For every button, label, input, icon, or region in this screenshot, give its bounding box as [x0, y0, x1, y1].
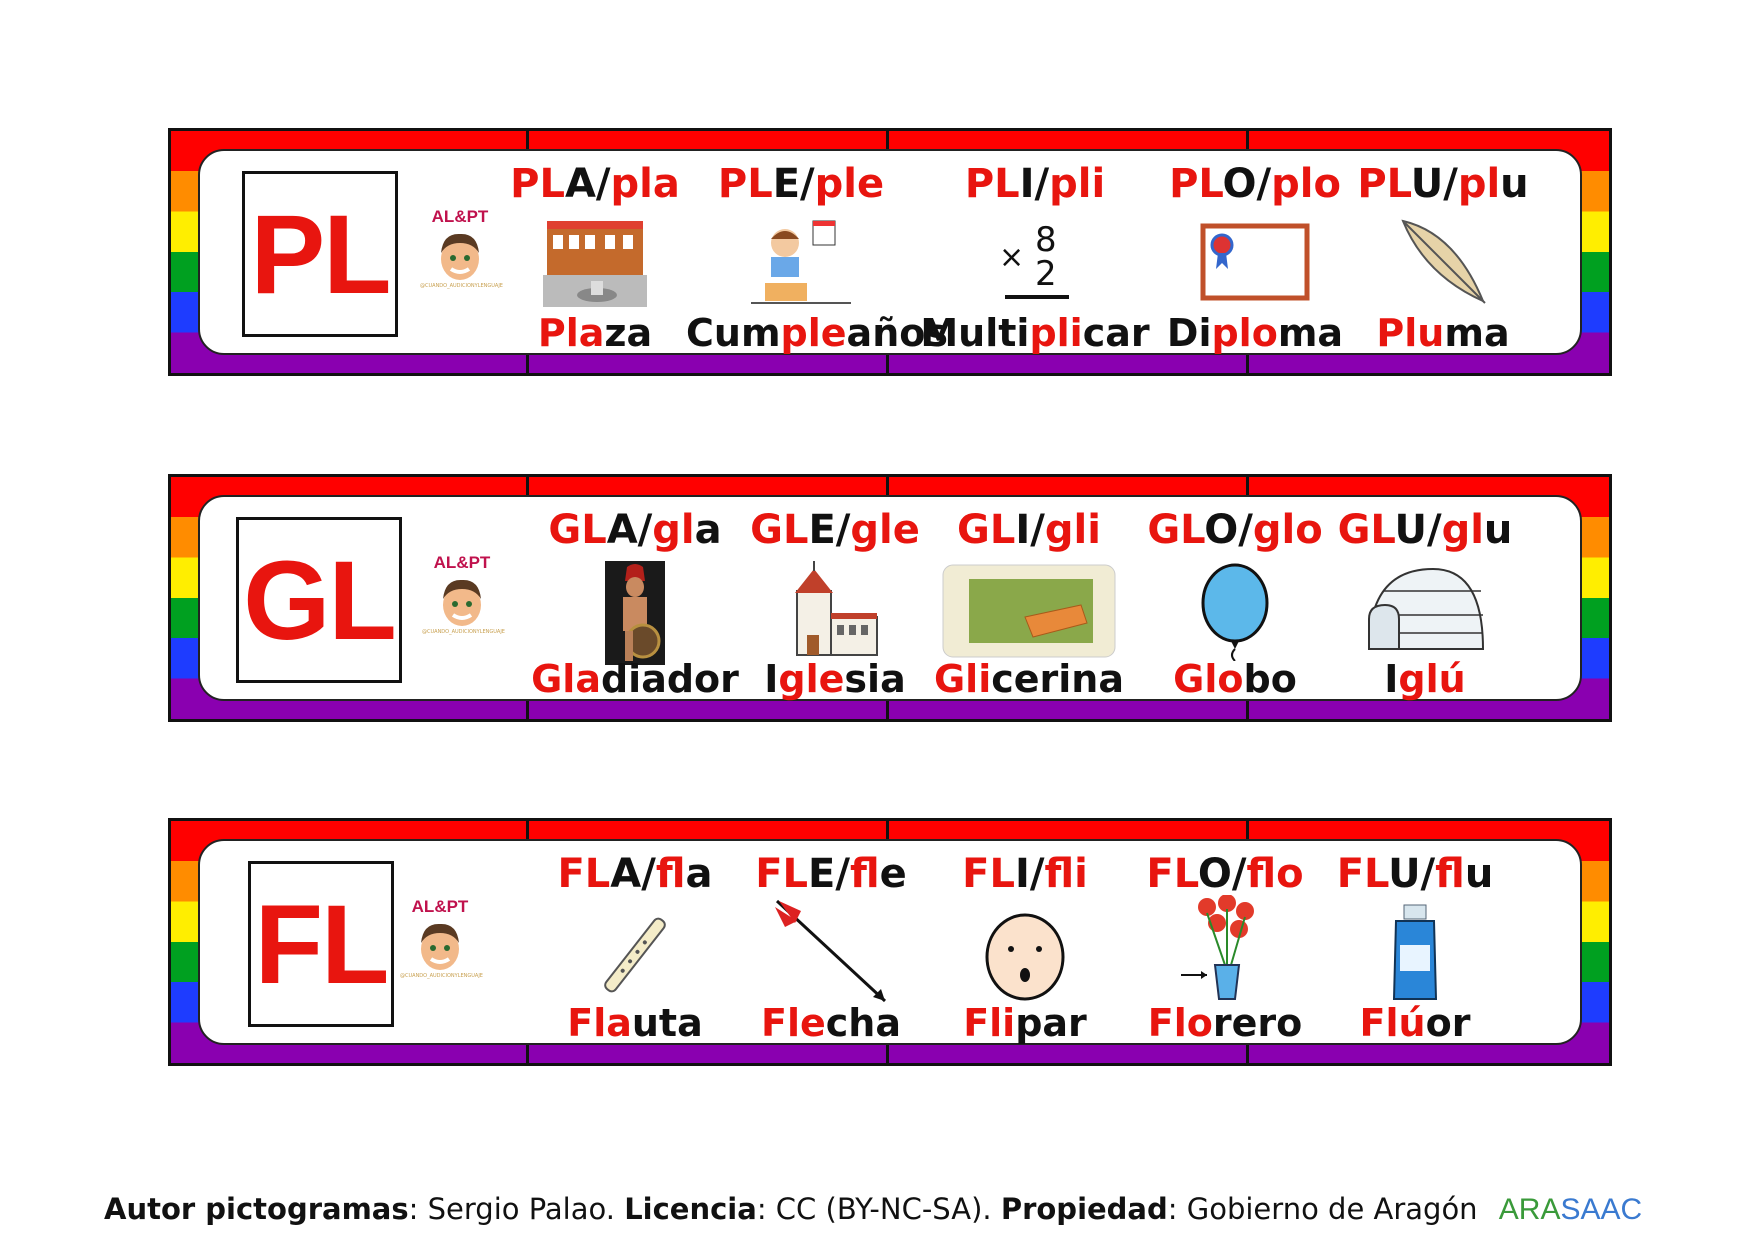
- avatar-icon: [443, 579, 481, 626]
- card-fle: FLE/fle Flecha: [755, 851, 907, 1045]
- card-ple: PLE/ple Cumpleaños: [686, 161, 948, 355]
- balloon-icon: [1201, 563, 1269, 661]
- avatar-icon: [441, 233, 479, 280]
- alpt-logo: AL&PT @CUANDO_AUDICIONYLENGUAJE: [420, 207, 503, 289]
- church-icon: [795, 561, 878, 656]
- gladiator-icon: [605, 561, 665, 665]
- strip-panel: PL AL&PT @CUANDO_AUDICIONYLENGUAJE PLA/p…: [198, 149, 1582, 355]
- plaza-icon: [543, 221, 647, 307]
- card-gla: GLA/gla Gladiador: [531, 507, 739, 701]
- credits-footer: Autor pictogramas: Sergio Palao. Licenci…: [104, 1192, 1643, 1226]
- vase-icon: [1181, 895, 1254, 1000]
- strip-pl: PL AL&PT @CUANDO_AUDICIONYLENGUAJE PLA/p…: [168, 128, 1612, 376]
- license-label: Licencia: [624, 1192, 757, 1226]
- avatar-icon: [421, 923, 459, 970]
- amazed-face-icon: [985, 913, 1065, 1001]
- svg-text:8: 8: [1035, 220, 1057, 260]
- feather-icon: [1401, 219, 1486, 304]
- card-glo: GLO/glo Globo: [1147, 507, 1323, 701]
- svg-text:2: 2: [1035, 254, 1057, 294]
- strip-panel: GL AL&PT @CUANDO_AUDICIONYLENGUAJE GLA/g…: [198, 495, 1582, 701]
- strip-panel: FL AL&PT @CUANDO_AUDICIONYLENGUAJE FLA/f…: [198, 839, 1582, 1045]
- letter-box: FL: [248, 861, 394, 1027]
- card-flo: FLO/flo Florero: [1146, 851, 1304, 1045]
- card-plu: PLU/plu Pluma: [1357, 161, 1529, 355]
- card-pla: PLA/pla Plaza: [510, 161, 680, 355]
- card-gle: GLE/gle Iglesia: [750, 507, 920, 701]
- strip-fl: FL AL&PT @CUANDO_AUDICIONYLENGUAJE FLA/f…: [168, 818, 1612, 1066]
- igloo-icon: [1367, 567, 1485, 650]
- alpt-logo: AL&PT @CUANDO_AUDICIONYLENGUAJE: [422, 553, 505, 635]
- letter-box: PL: [242, 171, 398, 337]
- author-label: Autor pictogramas: [104, 1192, 409, 1226]
- mouthwash-icon: [1392, 904, 1438, 1000]
- card-glu: GLU/glu Iglú: [1337, 507, 1513, 701]
- card-plo: PLO/plo Diploma: [1166, 161, 1344, 355]
- svg-text:×: ×: [999, 240, 1024, 275]
- birthday-icon: [751, 220, 851, 304]
- letter-box: GL: [236, 517, 402, 683]
- arasaac-logo: ARASAAC: [1498, 1193, 1643, 1226]
- card-gli: GLI/gli Glicerina: [933, 507, 1124, 701]
- strip-gl: GL AL&PT @CUANDO_AUDICIONYLENGUAJE GLA/g…: [168, 474, 1612, 722]
- alpt-logo: AL&PT @CUANDO_AUDICIONYLENGUAJE: [400, 897, 483, 979]
- card-pli: PLI/pli 8 × 2 Multiplicar: [920, 161, 1150, 355]
- arrow-icon: [775, 899, 887, 1003]
- soap-icon: [942, 564, 1116, 658]
- property-label: Propiedad: [1000, 1192, 1168, 1226]
- card-flu: FLU/flu Flúor: [1336, 851, 1494, 1045]
- card-fli: FLI/fli Flipar: [962, 851, 1088, 1045]
- multiply-icon: 8 × 2: [999, 220, 1069, 299]
- card-fla: FLA/fla Flauta: [557, 851, 713, 1045]
- flute-icon: [604, 917, 666, 993]
- diploma-icon: [1200, 223, 1310, 301]
